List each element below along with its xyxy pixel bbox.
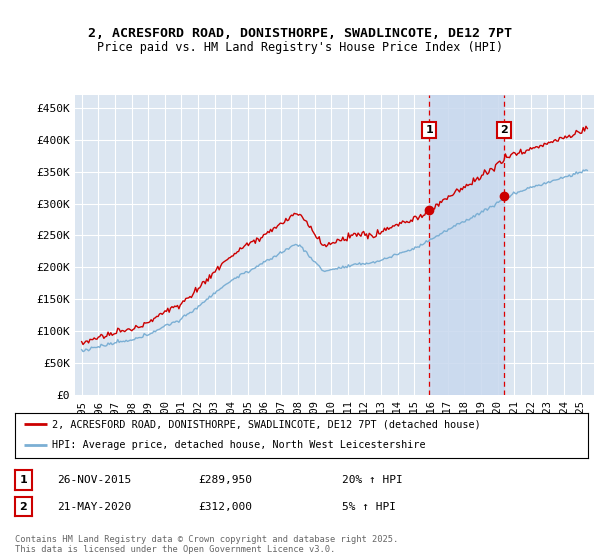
- Text: 1: 1: [425, 125, 433, 136]
- Text: 2: 2: [20, 502, 27, 511]
- Bar: [430, 95, 504, 395]
- Text: 2, ACRESFORD ROAD, DONISTHORPE, SWADLINCOTE, DE12 7PT (detached house): 2, ACRESFORD ROAD, DONISTHORPE, SWADLINC…: [52, 420, 481, 430]
- Text: Price paid vs. HM Land Registry's House Price Index (HPI): Price paid vs. HM Land Registry's House …: [97, 41, 503, 54]
- Text: 2, ACRESFORD ROAD, DONISTHORPE, SWADLINCOTE, DE12 7PT: 2, ACRESFORD ROAD, DONISTHORPE, SWADLINC…: [88, 27, 512, 40]
- Text: £289,950: £289,950: [198, 475, 252, 486]
- Text: 1: 1: [20, 475, 27, 485]
- Text: £312,000: £312,000: [198, 502, 252, 512]
- Text: 21-MAY-2020: 21-MAY-2020: [57, 502, 131, 512]
- Text: Contains HM Land Registry data © Crown copyright and database right 2025.
This d: Contains HM Land Registry data © Crown c…: [15, 535, 398, 554]
- Text: HPI: Average price, detached house, North West Leicestershire: HPI: Average price, detached house, Nort…: [52, 440, 426, 450]
- Text: 26-NOV-2015: 26-NOV-2015: [57, 475, 131, 486]
- Text: 20% ↑ HPI: 20% ↑ HPI: [342, 475, 403, 486]
- Text: 5% ↑ HPI: 5% ↑ HPI: [342, 502, 396, 512]
- Text: 2: 2: [500, 125, 508, 136]
